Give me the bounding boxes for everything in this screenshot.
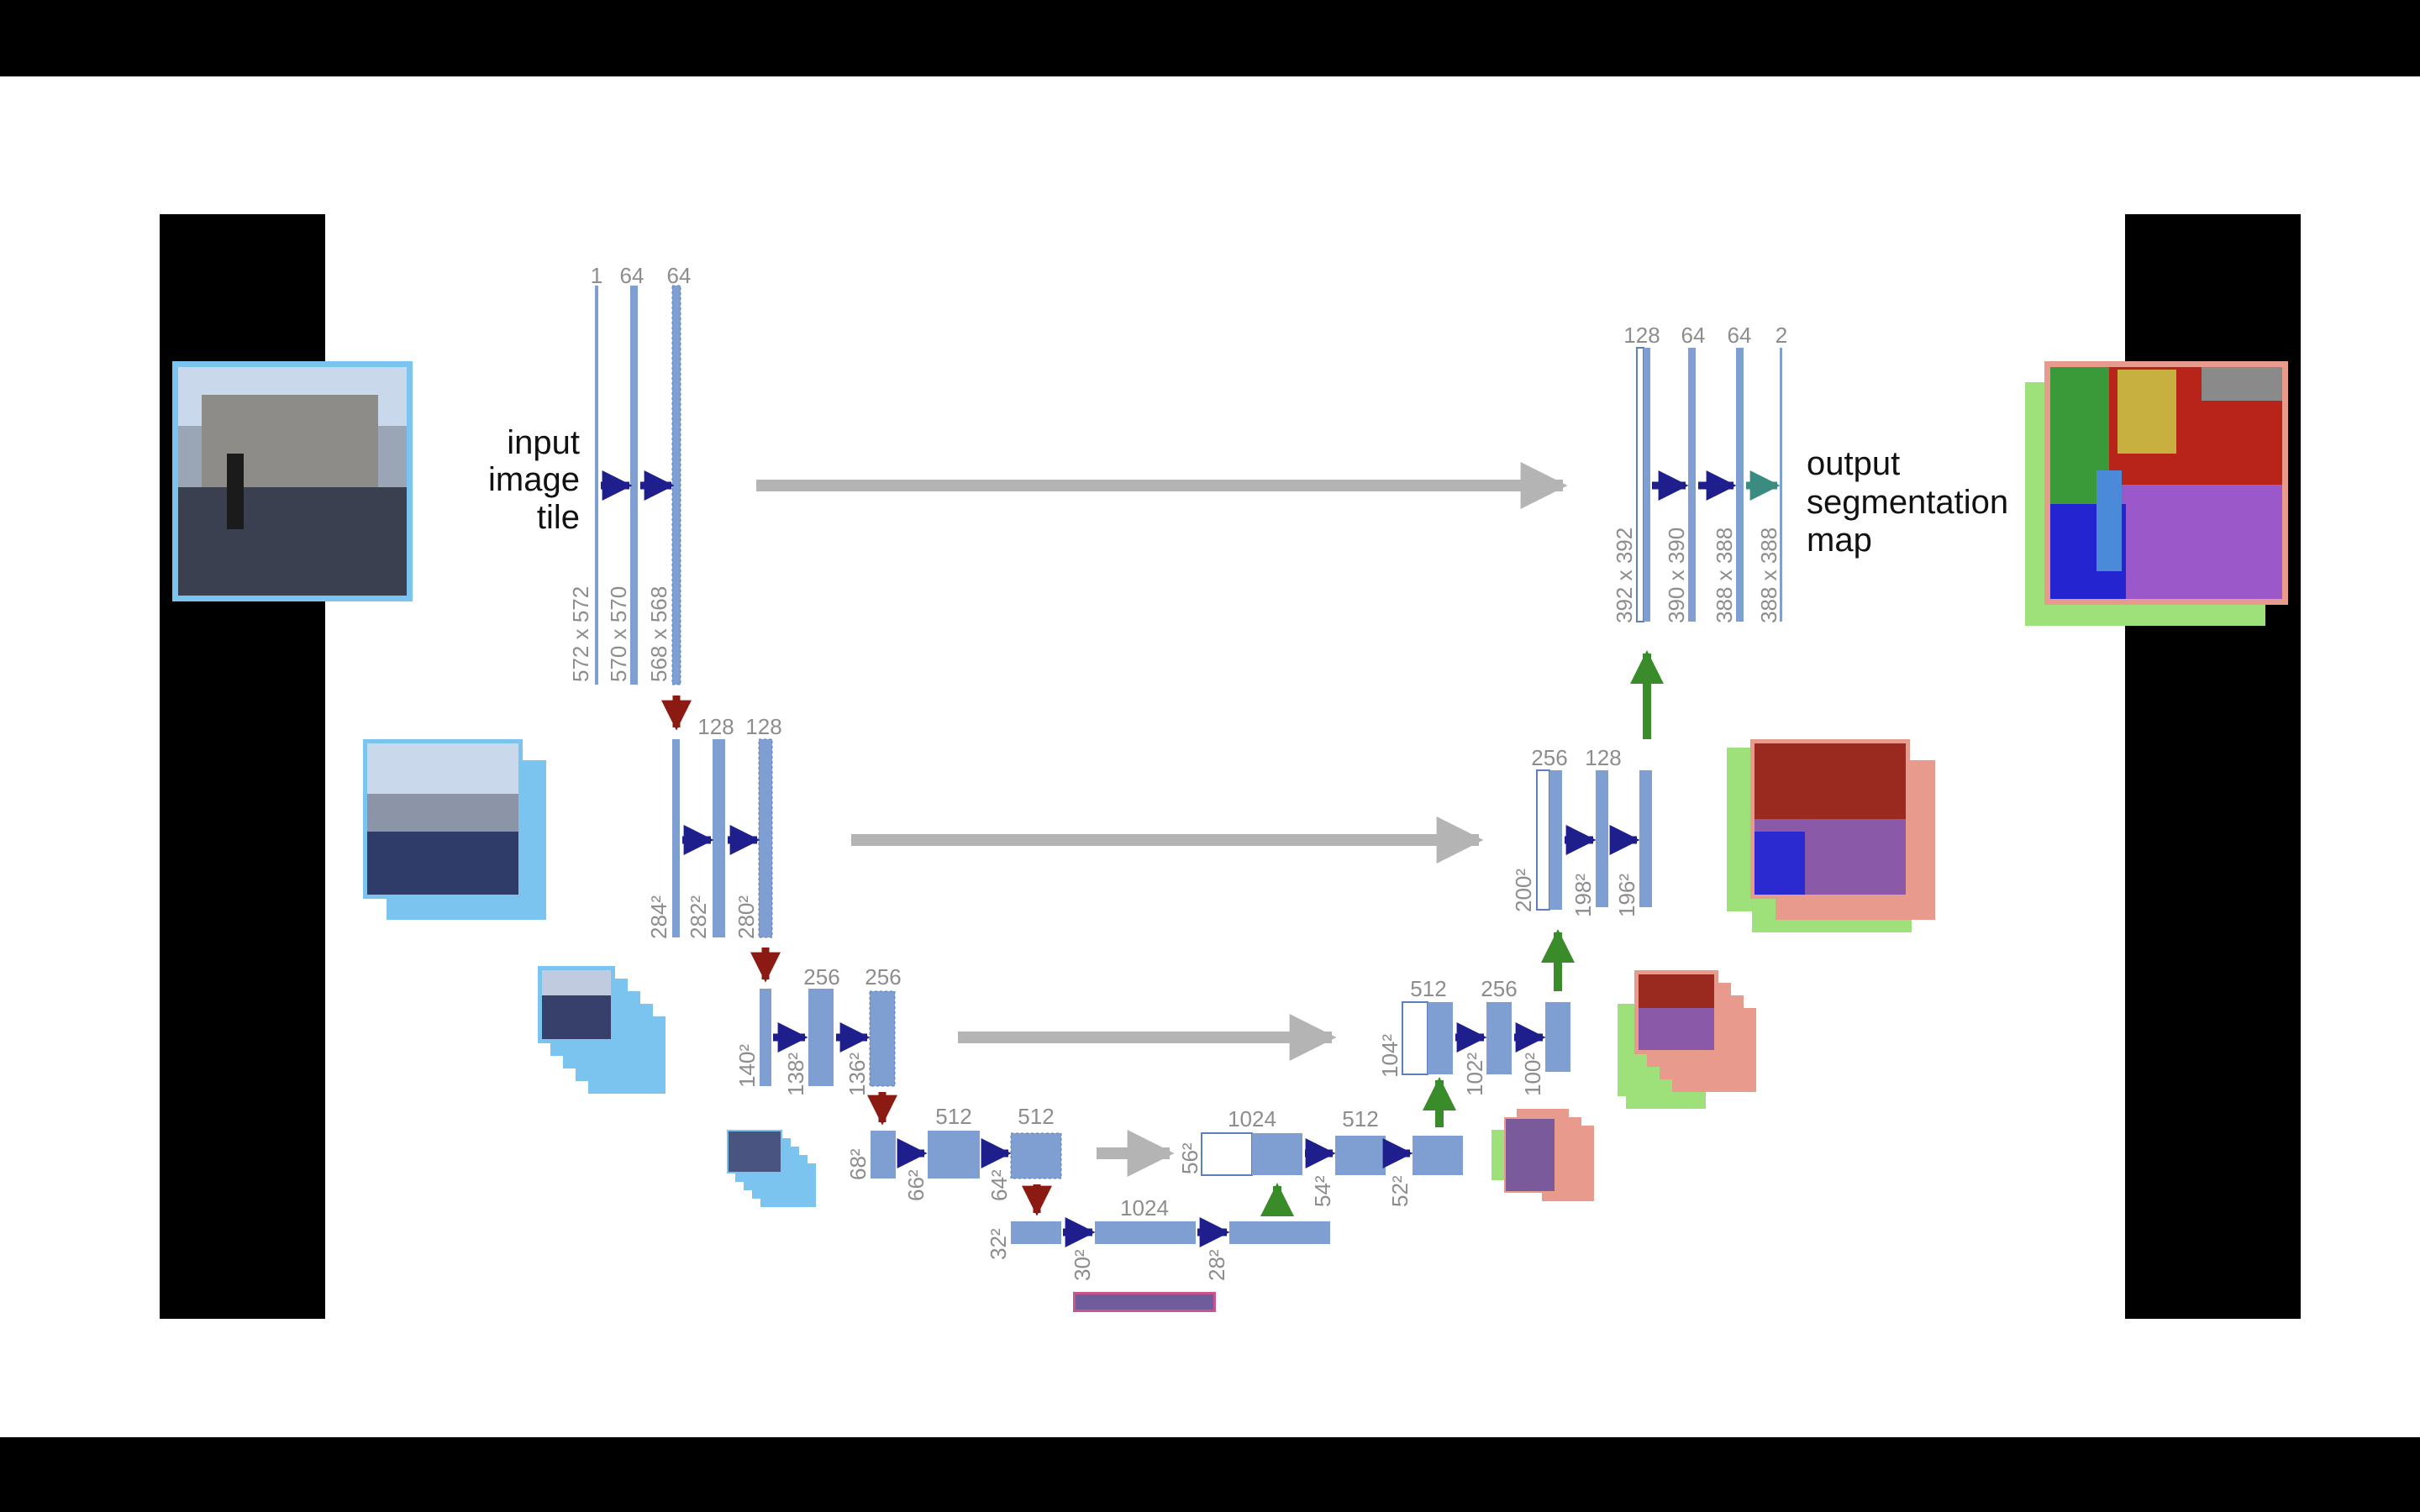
channel-label-enc1-a: 64 — [620, 263, 644, 288]
feature-map-dec1-b — [1736, 348, 1744, 622]
feature-map-dec4-a — [1335, 1136, 1386, 1175]
output-segmentation-map — [2025, 361, 2288, 626]
size-label-dec2-b: 196² — [1614, 874, 1639, 917]
feature-map-dec1-a — [1688, 348, 1696, 622]
feature-map-dec2-up — [1549, 770, 1562, 910]
channel-label-enc4-b: 512 — [1018, 1104, 1054, 1129]
size-label-dec4-a: 54² — [1310, 1175, 1335, 1207]
channel-label-dec2-a: 256 — [1531, 745, 1567, 770]
feature-map-enc1-a — [630, 286, 638, 685]
size-label-enc1-a: 570 x 570 — [606, 586, 631, 682]
size-label-dec4-b: 52² — [1387, 1175, 1413, 1207]
feature-map-enc2-a — [713, 739, 725, 937]
size-label-enc4-b: 64² — [986, 1169, 1012, 1201]
copied-map-dec4 — [1201, 1132, 1253, 1176]
feature-map-dec3-a — [1486, 1002, 1512, 1074]
feature-map-enc1-b — [671, 285, 681, 685]
channel-label-enc2-a: 128 — [697, 714, 734, 739]
size-label-enc2-b: 280² — [734, 895, 759, 939]
channel-label-dec1-a: 128 — [1623, 323, 1660, 348]
size-label-bottleneck-pool: 32² — [986, 1228, 1011, 1260]
channel-label-dec1-output: 2 — [1776, 323, 1787, 348]
size-label-enc3-pool: 140² — [734, 1044, 760, 1088]
copied-map-dec1 — [1636, 347, 1644, 622]
size-label-dec3-b: 100² — [1520, 1053, 1545, 1096]
feature-map-dec4-b — [1413, 1136, 1463, 1175]
top-letterbox — [0, 0, 2420, 76]
size-label-dec2-a: 198² — [1570, 874, 1596, 917]
size-label-dec3-copy: 104² — [1377, 1034, 1402, 1078]
channel-label-dec2-b: 128 — [1585, 745, 1621, 770]
channel-label-bottleneck: 1024 — [1120, 1195, 1169, 1221]
input-label-line1: input — [507, 424, 580, 461]
channel-label-dec1-c: 64 — [1728, 323, 1752, 348]
size-label-enc4-pool: 68² — [845, 1148, 871, 1180]
size-label-enc2-a: 282² — [686, 895, 711, 939]
feature-map-enc3-a — [808, 989, 834, 1086]
size-label-dec1-copy: 392 x 392 — [1612, 528, 1637, 623]
feature-map-enc4-pool — [871, 1131, 896, 1179]
bottom-letterbox — [0, 1437, 2420, 1512]
size-label-dec3-a: 102² — [1462, 1053, 1487, 1096]
size-label-bottleneck-a: 30² — [1070, 1249, 1095, 1281]
output-tile-level2 — [1727, 739, 1935, 932]
feature-map-enc2-pool — [672, 739, 680, 937]
channel-label-enc3-b: 256 — [865, 964, 901, 990]
input-image-tile — [172, 361, 413, 601]
size-label-enc3-a: 138² — [783, 1053, 808, 1096]
feature-map-bottleneck-pool — [1011, 1221, 1061, 1244]
output-tile-level4 — [1491, 1109, 1594, 1201]
feature-map-enc2-b — [758, 738, 773, 938]
feature-map-dec3-up — [1428, 1002, 1453, 1074]
output-label-line1: output — [1807, 445, 1900, 482]
channel-label-dec1-b: 64 — [1681, 323, 1706, 348]
feature-map-enc3-b — [869, 990, 896, 1087]
output-label-line2: segmentation — [1807, 484, 2008, 521]
feature-map-dec2-a — [1596, 770, 1608, 907]
size-label-enc1-b: 568 x 568 — [646, 586, 671, 682]
size-label-enc4-a: 66² — [903, 1169, 929, 1201]
input-tile-level4 — [727, 1130, 816, 1207]
size-label-bottleneck-b: 28² — [1204, 1249, 1229, 1281]
channel-label-dec3-b: 256 — [1481, 976, 1517, 1001]
size-label-enc1-input: 572 x 572 — [568, 586, 593, 682]
channel-label-enc4-a: 512 — [935, 1104, 971, 1129]
input-label-line3: tile — [537, 499, 580, 536]
channel-label-enc1-input: 1 — [591, 263, 602, 288]
channel-label-dec3-a: 512 — [1410, 976, 1446, 1001]
feature-map-dec4-up — [1252, 1133, 1302, 1175]
feature-map-enc4-b — [1010, 1132, 1062, 1179]
feature-map-dec3-b — [1545, 1002, 1570, 1072]
feature-map-bottleneck-a — [1095, 1221, 1196, 1244]
channel-label-enc2-b: 128 — [745, 714, 781, 739]
channel-label-dec4-a: 1024 — [1228, 1106, 1276, 1131]
size-label-enc3-b: 136² — [844, 1053, 870, 1096]
channel-label-dec4-b: 512 — [1342, 1106, 1378, 1131]
feature-map-bottleneck-b — [1229, 1221, 1330, 1244]
input-label-line2: image — [488, 461, 580, 498]
size-label-dec1-b: 388 x 388 — [1712, 528, 1737, 623]
size-label-dec1-output: 388 x 388 — [1756, 528, 1781, 623]
feature-map-enc1-input — [595, 286, 598, 685]
size-label-dec1-a: 390 x 390 — [1664, 528, 1689, 623]
feature-map-dec2-b — [1639, 770, 1652, 907]
input-tile-level3 — [538, 966, 666, 1094]
size-label-enc2-pool: 284² — [646, 895, 671, 939]
bottleneck-tile — [1073, 1292, 1216, 1312]
output-tile-level3 — [1618, 970, 1756, 1109]
channel-label-enc1-b: 64 — [667, 263, 692, 288]
feature-map-dec1-output — [1780, 348, 1782, 622]
size-label-dec4-copy: 56² — [1177, 1142, 1202, 1174]
copied-map-dec2 — [1536, 769, 1550, 911]
feature-map-enc4-a — [928, 1131, 980, 1179]
size-label-dec2-copy: 200² — [1511, 869, 1536, 912]
channel-label-enc3-a: 256 — [803, 964, 839, 990]
input-tile-level2 — [363, 739, 546, 920]
feature-map-enc3-pool — [760, 989, 771, 1086]
feature-map-dec1-up — [1644, 348, 1650, 622]
output-label-line3: map — [1807, 522, 1872, 559]
copied-map-dec3 — [1402, 1001, 1428, 1075]
